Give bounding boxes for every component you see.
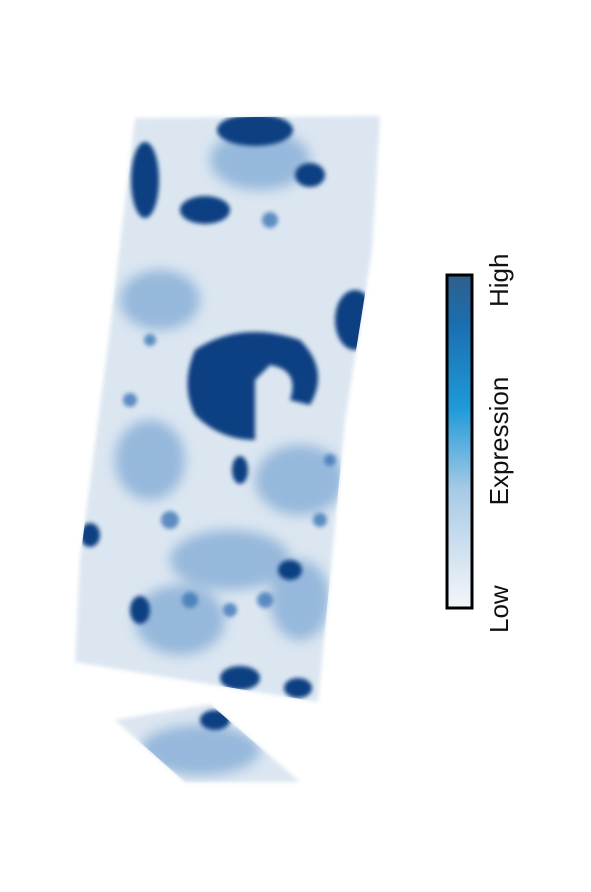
colorbar: Low Expression High: [445, 254, 514, 633]
expression-spots: [80, 116, 375, 775]
tissue-map: [75, 116, 380, 782]
colorbar-gradient: [445, 273, 474, 610]
colorbar-high-label: High: [484, 254, 514, 307]
colorbar-title: Expression: [484, 377, 514, 506]
colorbar-low-label: Low: [484, 585, 514, 633]
